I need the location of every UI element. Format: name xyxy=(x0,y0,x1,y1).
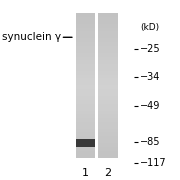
Bar xyxy=(98,17,118,20)
Bar xyxy=(76,140,95,143)
Bar xyxy=(98,20,118,24)
Bar xyxy=(98,118,118,122)
Bar xyxy=(76,154,95,158)
Bar xyxy=(98,111,118,114)
Bar xyxy=(76,114,95,118)
Bar xyxy=(76,122,95,125)
Bar xyxy=(76,125,95,129)
Bar xyxy=(98,96,118,100)
Bar xyxy=(76,150,95,154)
Bar xyxy=(98,122,118,125)
Text: 2: 2 xyxy=(104,168,111,178)
Bar xyxy=(98,132,118,136)
Bar xyxy=(76,35,95,39)
Bar xyxy=(98,35,118,39)
Bar xyxy=(98,143,118,147)
Bar xyxy=(76,24,95,28)
Bar xyxy=(76,111,95,114)
Bar xyxy=(98,125,118,129)
Bar xyxy=(98,13,118,17)
Bar xyxy=(76,139,95,147)
Bar xyxy=(76,31,95,35)
Bar xyxy=(98,49,118,53)
Bar xyxy=(76,132,95,136)
Bar xyxy=(76,67,95,71)
Bar xyxy=(98,154,118,158)
Bar xyxy=(98,31,118,35)
Bar xyxy=(98,147,118,150)
Bar xyxy=(76,143,95,147)
Text: −85: −85 xyxy=(140,137,161,147)
Bar xyxy=(98,24,118,28)
Bar xyxy=(76,28,95,31)
Bar xyxy=(76,100,95,103)
Text: −49: −49 xyxy=(140,101,160,111)
Bar xyxy=(98,89,118,93)
Bar xyxy=(76,103,95,107)
Bar xyxy=(98,93,118,96)
Bar xyxy=(98,82,118,86)
Bar xyxy=(98,46,118,49)
Text: −117: −117 xyxy=(140,158,167,168)
Text: 1: 1 xyxy=(82,168,89,178)
Bar xyxy=(98,86,118,89)
Bar xyxy=(98,53,118,57)
Text: (kD): (kD) xyxy=(140,23,159,32)
Bar xyxy=(76,42,95,46)
Bar xyxy=(76,136,95,140)
Text: −25: −25 xyxy=(140,44,161,54)
Bar xyxy=(76,60,95,64)
Bar xyxy=(98,150,118,154)
Bar xyxy=(98,42,118,46)
Bar xyxy=(98,129,118,132)
Bar xyxy=(76,20,95,24)
Bar xyxy=(98,140,118,143)
Bar xyxy=(76,107,95,111)
Bar xyxy=(76,53,95,57)
Bar xyxy=(76,96,95,100)
Text: −34: −34 xyxy=(140,72,160,82)
Bar xyxy=(76,89,95,93)
Bar xyxy=(76,82,95,86)
Bar xyxy=(76,78,95,82)
Bar xyxy=(98,60,118,64)
Bar xyxy=(76,129,95,132)
Bar xyxy=(76,118,95,122)
Bar xyxy=(98,136,118,140)
Bar xyxy=(76,147,95,150)
Bar xyxy=(98,103,118,107)
Bar xyxy=(76,75,95,78)
Bar xyxy=(76,17,95,20)
Bar xyxy=(98,78,118,82)
Bar xyxy=(98,64,118,67)
Bar xyxy=(98,28,118,31)
Bar xyxy=(98,71,118,75)
Bar xyxy=(76,57,95,60)
Bar xyxy=(76,64,95,67)
Bar xyxy=(76,93,95,96)
Bar xyxy=(76,86,95,89)
Bar xyxy=(98,67,118,71)
Bar xyxy=(76,39,95,42)
Text: synuclein γ: synuclein γ xyxy=(3,32,62,42)
Bar xyxy=(98,107,118,111)
Bar xyxy=(98,57,118,60)
Bar xyxy=(76,46,95,49)
Bar xyxy=(76,71,95,75)
Bar xyxy=(98,75,118,78)
Bar xyxy=(76,49,95,53)
Bar xyxy=(98,114,118,118)
Bar xyxy=(98,39,118,42)
Bar xyxy=(98,100,118,103)
Bar xyxy=(76,13,95,17)
